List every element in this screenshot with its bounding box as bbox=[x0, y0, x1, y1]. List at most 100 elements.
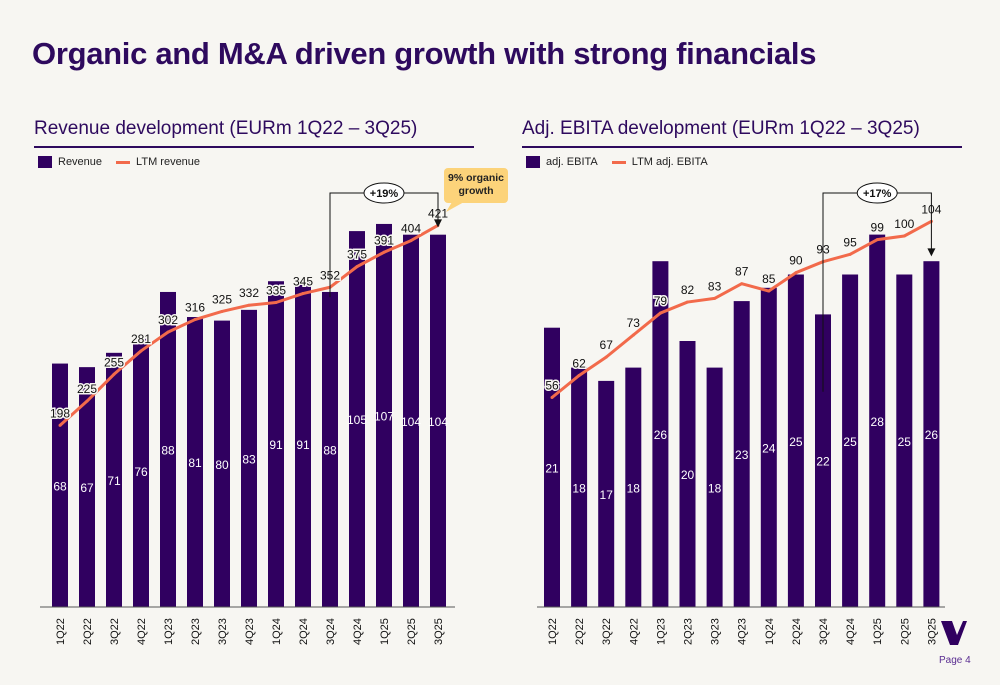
bar-value-label: 91 bbox=[269, 438, 283, 452]
revenue-legend: Revenue LTM revenue bbox=[38, 156, 200, 168]
ltm-value-label: 82 bbox=[681, 283, 695, 297]
x-tick-label: 2Q23 bbox=[683, 618, 695, 645]
ltm-point bbox=[631, 333, 635, 337]
ltm-point bbox=[550, 395, 554, 399]
bar bbox=[760, 287, 777, 607]
x-tick-label: 1Q24 bbox=[271, 618, 283, 645]
bar bbox=[403, 234, 419, 607]
x-tick-label: 1Q22 bbox=[547, 618, 559, 645]
ltm-point bbox=[875, 238, 879, 242]
ltm-value-label: 99 bbox=[871, 221, 885, 235]
bar-value-label: 71 bbox=[107, 474, 121, 488]
bar bbox=[79, 367, 95, 607]
bar bbox=[52, 363, 68, 607]
bar bbox=[187, 317, 203, 607]
bar bbox=[376, 223, 392, 607]
ltm-value-label: 255 bbox=[104, 355, 124, 369]
ltm-value-label: 79 bbox=[654, 294, 668, 308]
bar bbox=[241, 309, 257, 607]
x-tick-label: 2Q24 bbox=[791, 618, 803, 645]
ltm-point bbox=[274, 301, 278, 305]
x-tick-label: 4Q23 bbox=[244, 618, 256, 645]
x-tick-label: 1Q25 bbox=[872, 618, 884, 645]
bar-value-label: 18 bbox=[708, 481, 722, 495]
ltm-value-label: 332 bbox=[239, 286, 259, 300]
x-tick-label: 2Q25 bbox=[899, 618, 911, 645]
ltm-point bbox=[713, 296, 717, 300]
bar bbox=[349, 231, 365, 607]
x-tick-label: 2Q24 bbox=[298, 618, 310, 645]
ltm-value-label: 100 bbox=[894, 217, 914, 231]
bar bbox=[160, 291, 176, 607]
arrow-icon bbox=[434, 219, 442, 228]
ltm-point bbox=[767, 289, 771, 293]
bar bbox=[430, 234, 446, 607]
bar bbox=[815, 314, 831, 607]
bar-value-label: 20 bbox=[681, 468, 695, 482]
bar bbox=[544, 327, 560, 607]
ltm-point bbox=[577, 373, 581, 377]
ltm-point bbox=[166, 330, 170, 334]
growth-badge bbox=[856, 182, 898, 204]
x-tick-label: 3Q25 bbox=[926, 618, 938, 645]
bar-value-label: 105 bbox=[347, 413, 367, 427]
x-tick-label: 4Q24 bbox=[845, 618, 857, 645]
bar-value-label: 21 bbox=[545, 461, 559, 475]
ltm-value-label: 225 bbox=[77, 382, 97, 396]
bar-value-label: 88 bbox=[161, 443, 175, 457]
ltm-value-label: 198 bbox=[50, 406, 70, 420]
bar-value-label: 18 bbox=[627, 481, 641, 495]
x-tick-label: 3Q22 bbox=[601, 618, 613, 645]
page-title: Organic and M&A driven growth with stron… bbox=[32, 36, 817, 71]
bar-value-label: 25 bbox=[898, 435, 912, 449]
bar bbox=[106, 352, 122, 607]
bar bbox=[733, 301, 750, 607]
bar-value-label: 22 bbox=[816, 455, 830, 469]
ltm-value-label: 87 bbox=[735, 265, 749, 279]
ltm-point bbox=[740, 282, 744, 286]
legend-bar-swatch bbox=[526, 156, 540, 168]
bar bbox=[598, 380, 615, 607]
ltm-point bbox=[193, 318, 197, 322]
ltm-value-label: 375 bbox=[347, 248, 367, 262]
x-tick-label: 4Q22 bbox=[136, 618, 148, 645]
ltm-point bbox=[301, 292, 305, 296]
ltm-point bbox=[848, 252, 852, 256]
ebita-legend: adj. EBITA LTM adj. EBITA bbox=[526, 156, 708, 168]
ltm-point bbox=[794, 271, 798, 275]
bar-value-label: 104 bbox=[401, 415, 421, 429]
ltm-point bbox=[220, 309, 224, 313]
ltm-value-label: 90 bbox=[789, 254, 803, 268]
bar bbox=[842, 274, 859, 607]
divider bbox=[34, 146, 474, 148]
ltm-value-label: 67 bbox=[600, 338, 614, 352]
bar bbox=[652, 261, 669, 607]
bar-value-label: 88 bbox=[323, 443, 337, 457]
ltm-value-label: 302 bbox=[158, 313, 178, 327]
bar-value-label: 68 bbox=[53, 479, 67, 493]
ltm-value-label: 95 bbox=[843, 235, 857, 249]
bar-value-label: 18 bbox=[572, 481, 586, 495]
x-tick-label: 3Q24 bbox=[818, 618, 830, 645]
ltm-point bbox=[112, 372, 116, 376]
ltm-value-label: 391 bbox=[374, 233, 394, 247]
ltm-value-label: 325 bbox=[212, 292, 232, 306]
ltm-point bbox=[382, 250, 386, 254]
divider bbox=[522, 146, 962, 148]
ltm-point bbox=[85, 399, 89, 403]
legend-line-swatch bbox=[116, 160, 131, 164]
bar-value-label: 80 bbox=[215, 458, 229, 472]
legend-label: LTM adj. EBITA bbox=[631, 156, 708, 168]
x-tick-label: 3Q24 bbox=[325, 618, 337, 645]
bar-value-label: 81 bbox=[188, 456, 202, 470]
x-tick-label: 1Q24 bbox=[764, 618, 776, 645]
ltm-point bbox=[247, 303, 251, 307]
ltm-value-label: 316 bbox=[185, 301, 205, 315]
ltm-point bbox=[58, 423, 62, 427]
ltm-point bbox=[409, 239, 413, 243]
bar-value-label: 67 bbox=[80, 481, 94, 495]
bar-value-label: 25 bbox=[789, 435, 803, 449]
bar-value-label: 28 bbox=[871, 415, 885, 429]
bar bbox=[679, 341, 696, 607]
bar bbox=[869, 234, 886, 607]
